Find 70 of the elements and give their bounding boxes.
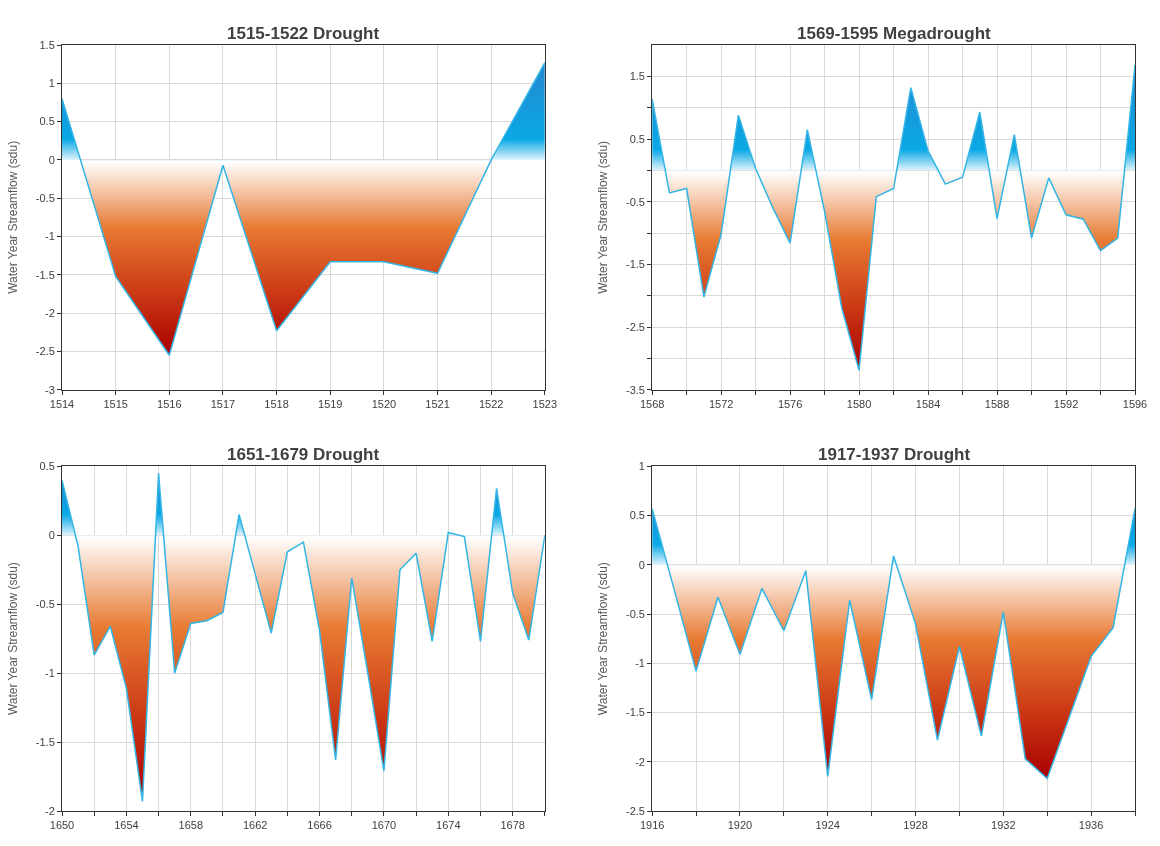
y-tick-label: -0.5	[35, 598, 55, 611]
y-tick-label: 0.5	[39, 460, 55, 473]
y-tick-label: -2	[45, 804, 55, 817]
y-tick-label: -1	[45, 666, 55, 679]
y-tick-label: -0.5	[625, 607, 645, 620]
y-tick-label: -0.5	[625, 195, 645, 208]
x-tick-label: 1521	[425, 397, 450, 410]
x-tick-label: 1596	[1122, 397, 1148, 410]
x-tick-label: 1592	[1053, 397, 1079, 410]
x-tick-label: 1515	[103, 397, 128, 410]
x-tick-label: 1522	[478, 397, 504, 410]
y-tick-label: 1.5	[39, 38, 55, 51]
x-tick-label: 1576	[777, 397, 803, 410]
y-tick-label: 1	[48, 77, 55, 90]
x-tick-label: 1932	[991, 819, 1016, 832]
x-tick-label: 1662	[242, 819, 268, 832]
x-tick-label: 1670	[371, 819, 397, 832]
x-tick-label: 1568	[639, 397, 665, 410]
y-axis-title: Water Year Streamflow (sdu)	[596, 562, 611, 716]
y-tick-label: -1	[45, 230, 55, 243]
y-axis-title: Water Year Streamflow (sdu)	[6, 562, 21, 716]
chart-title: 1651-1679 Drought	[227, 445, 380, 464]
y-tick-label: 0	[638, 558, 645, 571]
x-tick-label: 1517	[210, 397, 236, 410]
x-tick-label: 1924	[815, 819, 840, 832]
y-tick-label: -1.5	[35, 735, 55, 748]
y-tick-label: 0	[48, 153, 55, 166]
y-tick-label: -3.5	[625, 383, 645, 396]
x-tick-label: 1519	[318, 397, 343, 410]
y-tick-label: -1.5	[625, 258, 645, 271]
x-tick-label: 1523	[532, 397, 558, 410]
y-tick-label: -3	[45, 383, 55, 396]
x-tick-label: 1928	[903, 819, 928, 832]
x-tick-label: 1678	[500, 819, 525, 832]
y-tick-label: 1.5	[629, 70, 645, 83]
y-tick-label: -2	[635, 755, 645, 768]
y-tick-label: 1	[638, 460, 645, 473]
y-tick-label: -2.5	[625, 320, 645, 333]
x-tick-label: 1572	[708, 397, 734, 410]
x-tick-label: 1666	[307, 819, 332, 832]
y-tick-label: -1.5	[625, 706, 645, 719]
x-tick-label: 1650	[49, 819, 75, 832]
x-tick-label: 1654	[114, 819, 139, 832]
x-tick-label: 1520	[371, 397, 397, 410]
y-tick-label: -1	[635, 657, 645, 670]
chart-title: 1515-1522 Drought	[227, 24, 380, 43]
chart-title: 1917-1937 Drought	[818, 445, 971, 464]
y-tick-label: -2	[45, 306, 55, 319]
x-tick-label: 1916	[639, 819, 665, 832]
x-tick-label: 1518	[264, 397, 289, 410]
x-tick-label: 1588	[984, 397, 1010, 410]
x-tick-label: 1674	[436, 819, 461, 832]
x-tick-label: 1580	[846, 397, 872, 410]
y-axis-title: Water Year Streamflow (sdu)	[6, 140, 21, 294]
y-tick-label: 0.5	[629, 132, 645, 145]
chart-title: 1569-1595 Megadrought	[797, 24, 992, 43]
x-tick-label: 1920	[727, 819, 753, 832]
x-tick-label: 1658	[178, 819, 203, 832]
y-tick-label: -1.5	[35, 268, 55, 281]
y-axis-title: Water Year Streamflow (sdu)	[596, 140, 611, 294]
x-tick-label: 1584	[915, 397, 941, 410]
y-tick-label: 0.5	[39, 115, 55, 128]
x-tick-label: 1516	[157, 397, 182, 410]
y-tick-label: 0	[48, 529, 55, 542]
x-tick-label: 1514	[49, 397, 75, 410]
y-tick-label: -2.5	[35, 345, 55, 358]
y-tick-label: -0.5	[35, 192, 55, 205]
x-tick-label: 1936	[1078, 819, 1104, 832]
y-tick-label: -2.5	[625, 804, 645, 817]
y-tick-label: 0.5	[629, 509, 645, 522]
